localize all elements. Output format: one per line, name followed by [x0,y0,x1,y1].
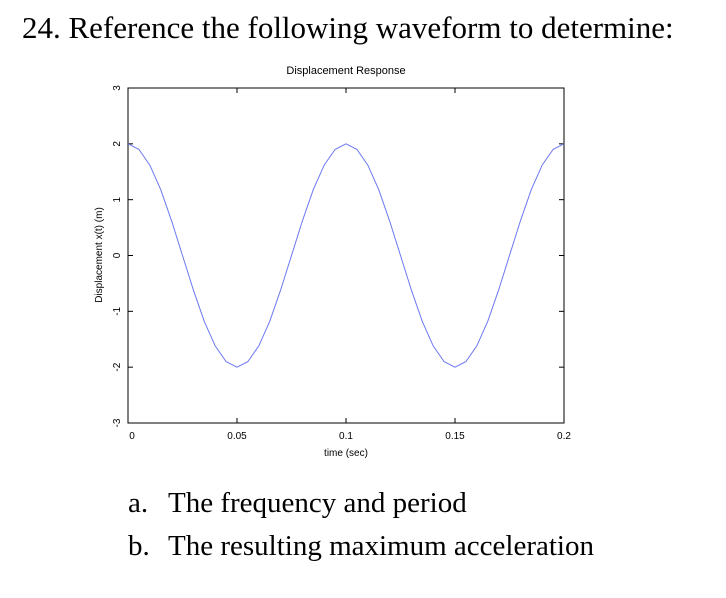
x-axis-label: time (sec) [324,448,368,459]
x-axis-ticks: 0 0.05 0.1 0.15 0.2 [127,88,571,442]
y-tick-label: -2 [112,362,123,371]
y-tick-label: 3 [112,85,123,91]
part-a-letter: a. [128,487,149,519]
x-tick-label: 0.05 [227,431,247,442]
y-axis-ticks: -3 -2 -1 0 1 2 3 [112,85,564,427]
plot-frame [127,87,565,424]
x-tick-label: 0 [129,431,135,442]
displacement-series-line [127,143,565,368]
part-b-text: The resulting maximum acceleration [168,530,594,562]
question-text: 24. Reference the following waveform to … [22,10,674,45]
x-tick-label: 0.15 [445,431,465,442]
x-tick-label: 0.1 [339,431,353,442]
y-tick-label: 2 [112,141,123,147]
part-a: a. The frequency and period [128,487,594,530]
part-a-text: The frequency and period [168,487,467,519]
y-tick-label: 1 [112,196,123,202]
y-tick-label: -3 [112,418,123,427]
displacement-chart: Displacement Response 0 0.05 0.1 0.15 0.2 -3… [94,65,571,459]
chart-title: Displacement Response [286,65,405,77]
part-b: b. The resulting maximum acceleration [128,530,594,573]
x-tick-label: 0.2 [557,431,571,442]
part-b-letter: b. [128,530,150,562]
question-parts: a. The frequency and period b. The resul… [128,487,594,573]
y-axis-label: Displacement x(t) (m) [94,207,105,303]
y-tick-label: -1 [112,306,123,315]
y-tick-label: 0 [112,252,123,258]
